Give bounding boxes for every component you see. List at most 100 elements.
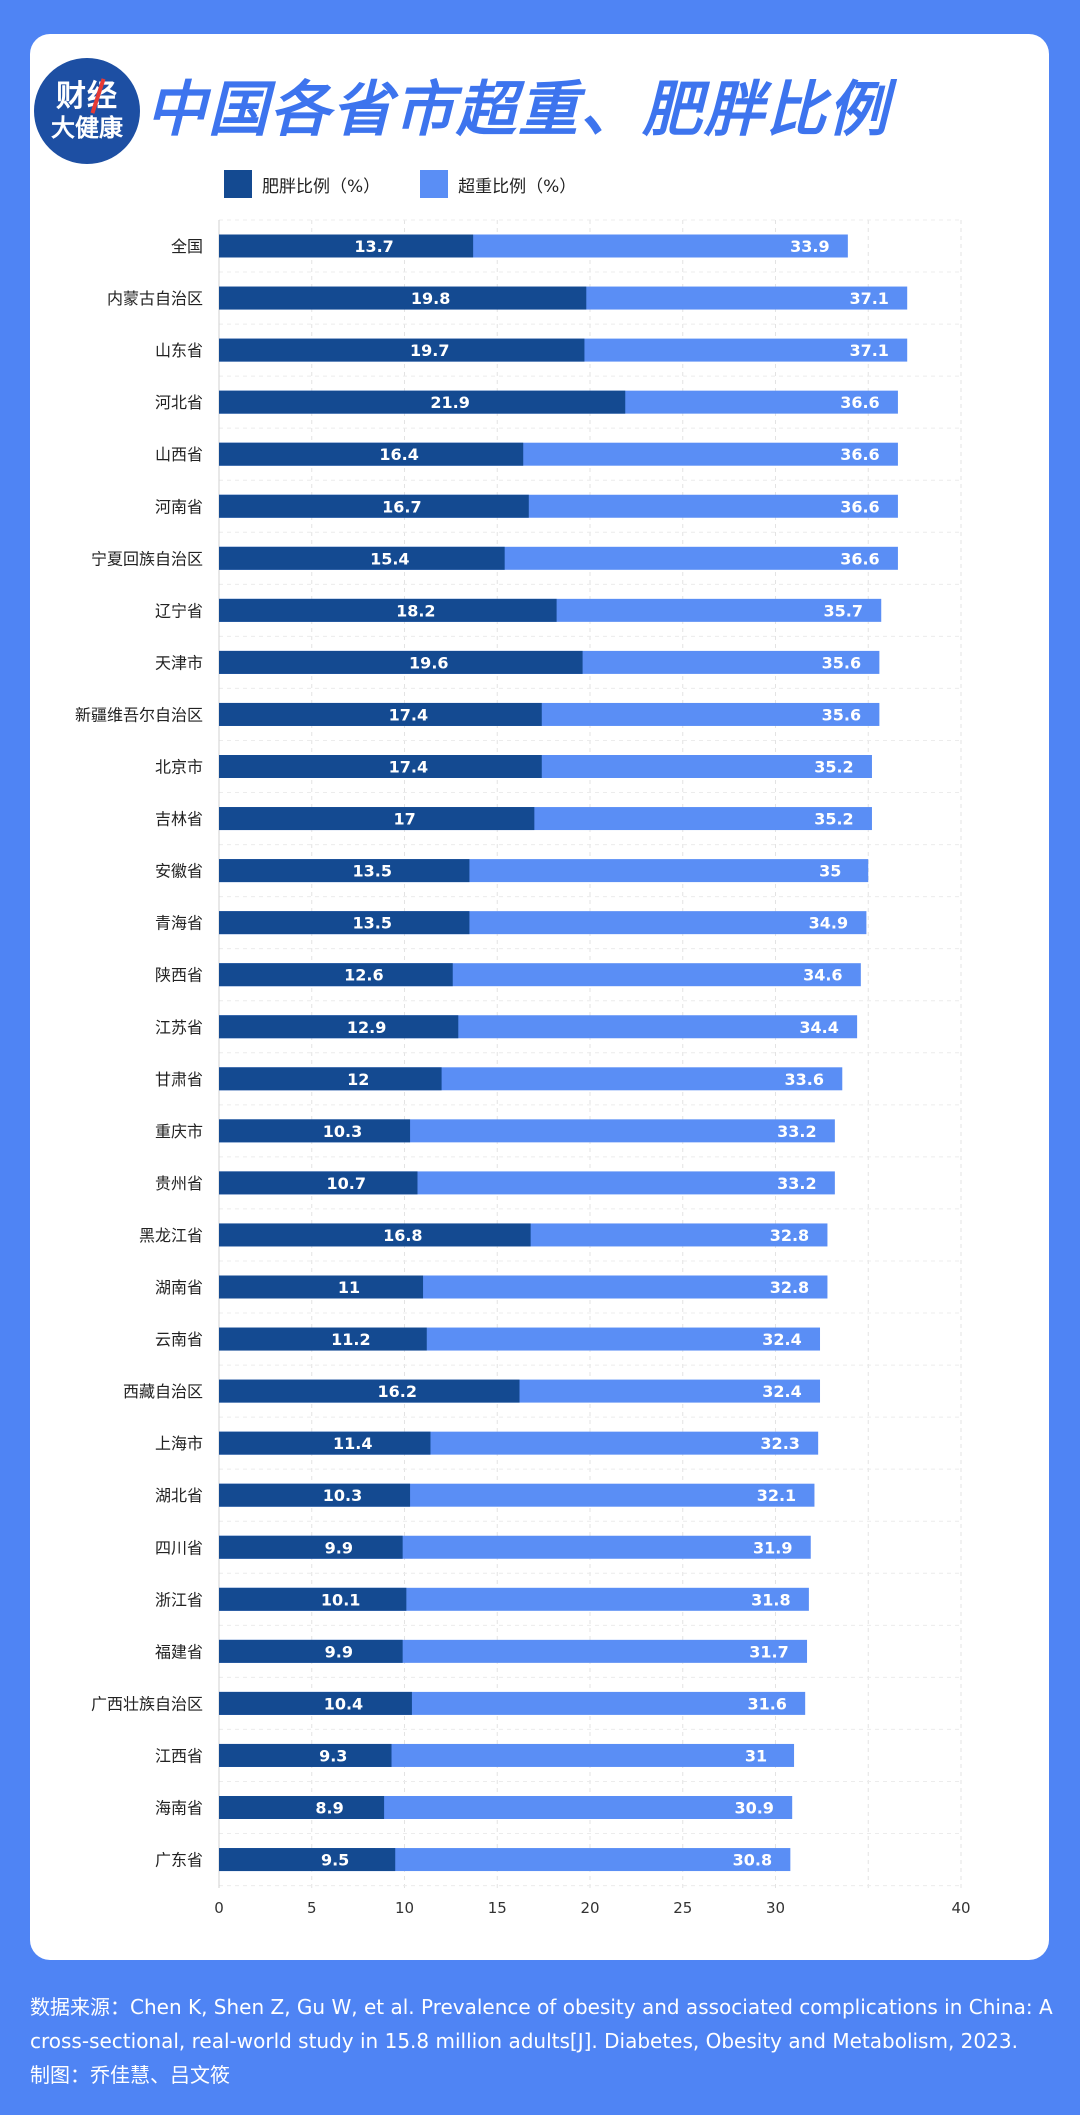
bar-obesity — [219, 650, 583, 674]
data-label-overweight: 33.2 — [777, 1174, 816, 1193]
data-label-overweight: 36.6 — [840, 445, 879, 464]
bar-obesity — [219, 442, 524, 466]
data-label-overweight: 35 — [819, 862, 841, 881]
category-label: 重庆市 — [155, 1122, 203, 1141]
footer: 数据来源：Chen K, Shen Z, Gu W, et al. Preval… — [30, 1990, 1060, 2092]
brand-line1: 财经 — [56, 79, 118, 114]
data-label-obesity: 19.8 — [411, 289, 450, 308]
data-label-overweight: 35.2 — [814, 758, 853, 777]
bar-obesity — [219, 1587, 407, 1611]
data-label-obesity: 16.7 — [382, 497, 421, 516]
data-label-overweight: 37.1 — [849, 289, 888, 308]
data-label-obesity: 10.3 — [323, 1122, 362, 1141]
bar-obesity — [219, 286, 587, 310]
bar-obesity — [219, 546, 505, 570]
data-label-obesity: 12.9 — [347, 1018, 386, 1037]
data-label-overweight: 31.6 — [747, 1694, 786, 1713]
category-label: 河北省 — [155, 393, 203, 412]
category-label: 西藏自治区 — [123, 1382, 203, 1401]
category-label: 安徽省 — [155, 862, 203, 881]
data-label-overweight: 32.4 — [762, 1330, 801, 1349]
data-label-obesity: 17 — [394, 810, 416, 829]
category-label: 江西省 — [155, 1746, 203, 1765]
category-label: 上海市 — [155, 1434, 203, 1453]
data-label-obesity: 16.4 — [379, 445, 418, 464]
data-label-obesity: 9.9 — [325, 1538, 353, 1557]
category-label: 福建省 — [155, 1642, 203, 1661]
data-label-obesity: 11 — [338, 1278, 360, 1297]
bar-obesity — [219, 494, 529, 518]
legend-item-obesity: 肥胖比例（%） — [224, 170, 380, 198]
credit-note: 制图：乔佳慧、吕文筱 — [30, 2063, 230, 2087]
data-label-obesity: 13.5 — [352, 914, 391, 933]
data-label-obesity: 9.3 — [319, 1746, 347, 1765]
data-label-overweight: 31 — [745, 1746, 767, 1765]
data-label-obesity: 10.3 — [323, 1486, 362, 1505]
bar-obesity — [219, 1743, 392, 1767]
bar-obesity — [219, 1119, 411, 1143]
category-label: 四川省 — [155, 1538, 203, 1557]
category-label: 新疆维吾尔自治区 — [75, 705, 203, 724]
data-label-overweight: 33.6 — [785, 1070, 824, 1089]
data-label-obesity: 9.5 — [321, 1851, 349, 1870]
data-label-overweight: 35.6 — [822, 705, 861, 724]
legend-swatch-overweight — [420, 170, 449, 198]
data-label-obesity: 9.9 — [325, 1642, 353, 1661]
bar-obesity — [219, 911, 470, 935]
data-label-obesity: 16.8 — [383, 1226, 422, 1245]
data-label-overweight: 34.4 — [799, 1018, 838, 1037]
data-label-obesity: 12.6 — [344, 966, 383, 985]
chart-legend: 肥胖比例（%） 超重比例（%） — [224, 170, 576, 198]
bar-obesity — [219, 1379, 520, 1403]
bar-obesity — [219, 1327, 427, 1351]
data-label-overweight: 34.9 — [809, 914, 848, 933]
data-label-obesity: 10.7 — [327, 1174, 366, 1193]
data-label-overweight: 36.6 — [840, 497, 879, 516]
bar-obesity — [219, 1796, 385, 1819]
bar-obesity — [219, 859, 470, 883]
data-label-overweight: 32.8 — [770, 1226, 809, 1245]
data-label-overweight: 32.4 — [762, 1382, 801, 1401]
data-label-obesity: 11.2 — [331, 1330, 370, 1349]
category-label: 青海省 — [155, 914, 203, 933]
category-label: 辽宁省 — [155, 601, 203, 620]
data-label-obesity: 12 — [347, 1070, 369, 1089]
category-label: 内蒙古自治区 — [107, 289, 203, 308]
data-label-obesity: 15.4 — [370, 549, 409, 568]
bar-obesity — [219, 963, 453, 987]
data-label-obesity: 19.6 — [409, 653, 448, 672]
category-label: 全国 — [171, 237, 203, 256]
brand-logo: 财经 大健康 — [34, 58, 140, 164]
data-label-overweight: 31.8 — [751, 1590, 790, 1609]
data-label-overweight: 34.6 — [803, 966, 842, 985]
category-label: 海南省 — [155, 1799, 203, 1818]
bar-obesity — [219, 807, 535, 831]
legend-item-overweight: 超重比例（%） — [420, 170, 576, 198]
bar-obesity — [219, 1691, 412, 1715]
category-label: 天津市 — [155, 653, 203, 672]
bar-obesity — [219, 1483, 411, 1507]
category-label: 宁夏回族自治区 — [91, 549, 203, 568]
category-label: 山东省 — [155, 341, 203, 360]
category-label: 湖北省 — [155, 1486, 203, 1505]
brand-line2: 大健康 — [51, 114, 123, 142]
bar-obesity — [219, 598, 557, 622]
category-label: 甘肃省 — [155, 1070, 203, 1089]
data-label-overweight: 35.6 — [822, 653, 861, 672]
bar-obesity — [219, 1275, 424, 1299]
data-label-obesity: 19.7 — [410, 341, 449, 360]
data-label-overweight: 36.6 — [840, 549, 879, 568]
category-label: 广西壮族自治区 — [91, 1694, 203, 1713]
data-label-overweight: 32.1 — [757, 1486, 796, 1505]
category-label: 吉林省 — [155, 810, 203, 829]
data-label-obesity: 13.7 — [354, 237, 393, 256]
x-tick-label: 0 — [214, 1899, 224, 1917]
data-label-overweight: 32.8 — [770, 1278, 809, 1297]
data-label-obesity: 10.1 — [321, 1590, 360, 1609]
data-label-obesity: 13.5 — [352, 862, 391, 881]
category-label: 北京市 — [155, 758, 203, 777]
data-label-obesity: 21.9 — [430, 393, 469, 412]
bar-obesity — [219, 1223, 531, 1247]
data-label-obesity: 8.9 — [315, 1799, 343, 1818]
bar-chart: 全国 13.7 33.9 内蒙古自治区 19.8 37.1 山东省 19.7 37.1 河北省 21… — [75, 219, 971, 1917]
